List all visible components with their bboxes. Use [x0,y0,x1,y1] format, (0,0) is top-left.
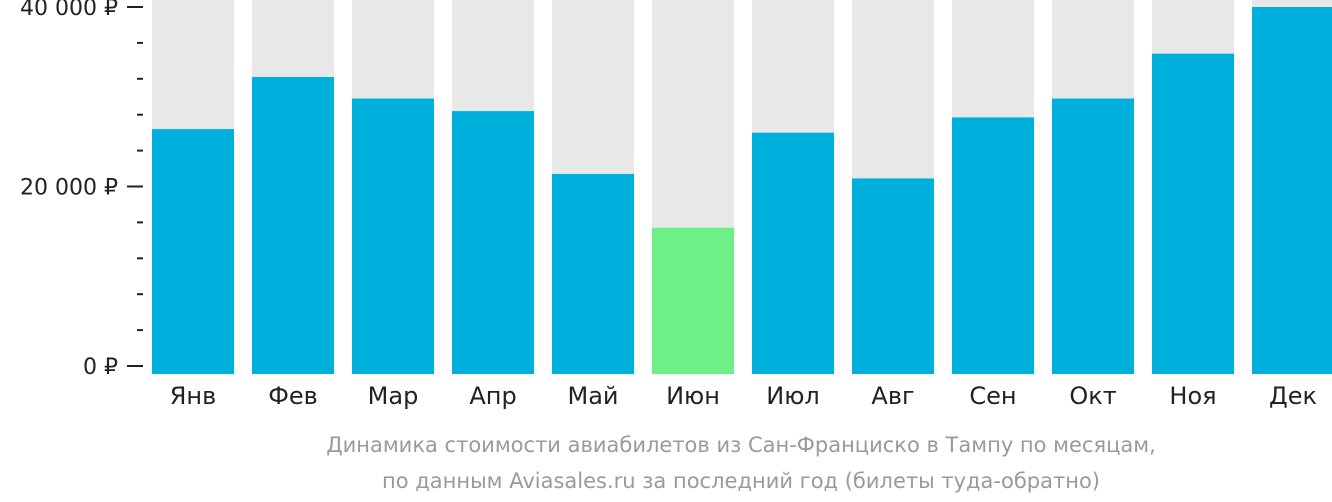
bar-11 [1152,53,1234,375]
x-tick-label: Янв [170,382,217,410]
chart-caption-line-1: Динамика стоимости авиабилетов из Сан-Фр… [326,433,1156,457]
x-tick-label: Мар [368,382,419,410]
bar-9 [952,117,1034,374]
x-tick-label: Авг [871,382,914,410]
x-tick-label: Окт [1069,382,1116,410]
y-axis: 0 ₽ 20 000 ₽ 40 000 ₽ [20,0,143,380]
x-tick-label: Июл [766,382,820,410]
y-tick-label: 0 ₽ [83,355,118,380]
bar-1 [152,129,234,374]
bar-12 [1252,7,1332,374]
x-tick-label: Июн [666,382,720,410]
bar-7 [752,132,834,374]
y-tick-label: 40 000 ₽ [20,0,118,21]
x-axis: Янв Фев Мар Апр Май Июн Июл Авг Сен Окт Ноя Дек [170,382,1317,410]
chart-caption-line-2: по данным Aviasales.ru за последний год … [382,469,1100,493]
x-tick-label: Ноя [1169,382,1216,410]
bar-6 [652,227,734,374]
x-tick-label: Сен [969,382,1016,410]
bar-10 [1052,98,1134,375]
data-bars [152,7,1332,375]
x-tick-label: Май [567,382,618,410]
bar-5 [552,173,634,374]
x-tick-label: Фев [268,382,318,410]
bar-8 [852,178,934,374]
x-tick-label: Апр [469,382,516,410]
bar-2 [252,77,334,374]
x-tick-label: Дек [1269,382,1317,410]
y-tick-label: 20 000 ₽ [20,176,118,201]
bar-3 [352,98,434,375]
bar-4 [452,111,534,375]
